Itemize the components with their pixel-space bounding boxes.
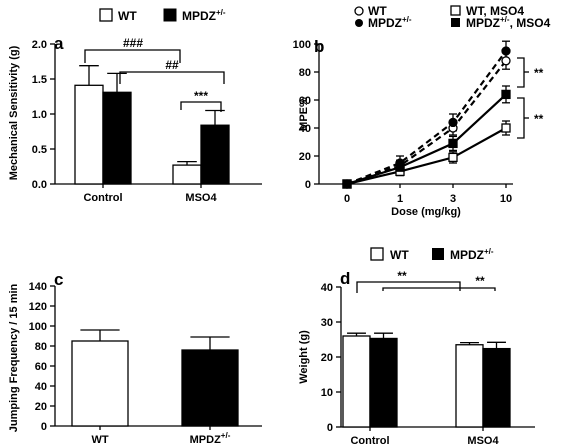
b-y-axis-label: MPE% bbox=[298, 97, 310, 131]
a-sig-1: ### bbox=[123, 36, 143, 50]
pb-x-tick-label: 0 bbox=[344, 193, 350, 205]
b-legend: WT MPDZ+/- WT, MSO4 MPDZ+/-, MSO4 bbox=[354, 4, 551, 30]
b-legend-wt-mso4: WT, MSO4 bbox=[466, 4, 524, 18]
panel-c: c 0 20 40 60 80 100 120 140 WT MPDZ+/- Jumping Fr… bbox=[8, 270, 262, 446]
pd-y-tick-label: 40 bbox=[321, 282, 333, 294]
d-legend-label-mpdz: MPDZ+/- bbox=[450, 247, 494, 262]
d-brackets bbox=[356, 281, 496, 293]
pc-y-tick-label: 100 bbox=[29, 321, 47, 333]
pc-y-tick-label: 60 bbox=[35, 361, 47, 373]
panel-b: WT MPDZ+/- WT, MSO4 MPDZ+/-, MSO4 b 0204… bbox=[293, 4, 551, 218]
b-legend-mpdz: MPDZ+/- bbox=[368, 15, 412, 30]
pd-y-tick-label: 10 bbox=[321, 387, 333, 399]
pb-y-tick-label: 60 bbox=[299, 95, 311, 107]
pd-bar-control-mpdz bbox=[369, 337, 398, 428]
panel-label-a: a bbox=[54, 34, 64, 53]
b-lines bbox=[342, 40, 511, 189]
pb-x-tick-label: 10 bbox=[500, 193, 512, 205]
pb-point-wt-mso4 bbox=[448, 152, 458, 163]
pd-x-tick-label: Control bbox=[350, 435, 389, 447]
pc-bar-mpdz-wt bbox=[181, 349, 239, 427]
b-axes: 0 20 40 60 80 100 0 1 3 10 bbox=[293, 39, 513, 205]
d-legend-swatch-wt bbox=[370, 247, 384, 261]
pc-y-tick-label: 140 bbox=[29, 281, 47, 293]
c-bars bbox=[71, 329, 239, 427]
pb-y-tick-label: 80 bbox=[299, 67, 311, 79]
pb-y-tick-label: 40 bbox=[299, 123, 311, 135]
pc-y-tick-label: 120 bbox=[29, 301, 47, 313]
pa-bar-control-wt bbox=[74, 84, 104, 185]
pa-bar-control-mpdz bbox=[102, 91, 132, 185]
a-sig-2: ## bbox=[165, 58, 179, 72]
b-sig-1: ** bbox=[534, 66, 544, 80]
pa-bar-mso4-mpdz bbox=[200, 124, 230, 185]
legend-label-mpdz: MPDZ+/- bbox=[182, 8, 226, 23]
b-brackets bbox=[517, 57, 529, 139]
pd-y-tick-label: 30 bbox=[321, 317, 333, 329]
d-y-axis-label: Weight (g) bbox=[298, 330, 310, 384]
a-y-axis-label: Mechanical Sensitivity (g) bbox=[8, 45, 20, 180]
d-legend-swatch-mpdz bbox=[432, 248, 444, 260]
pc-y-tick-label: 20 bbox=[35, 401, 47, 413]
legend-swatch-wt bbox=[99, 8, 113, 22]
pc-y-tick-label: 0 bbox=[41, 421, 47, 433]
pc-bar-wt-wt bbox=[71, 340, 129, 427]
d-sig-1: ** bbox=[397, 269, 407, 283]
pa-bar-mso4-wt bbox=[172, 164, 202, 185]
pb-y-tick-label: 20 bbox=[299, 151, 311, 163]
b-legend-mpdz-mso4: MPDZ+/-, MSO4 bbox=[466, 15, 551, 30]
pb-point-mpdz bbox=[448, 117, 458, 128]
pc-x-tick-label: MPDZ+/- bbox=[190, 431, 231, 446]
pb-line-mpdz-mso4 bbox=[346, 93, 507, 186]
pd-x-tick-label: MSO4 bbox=[467, 435, 499, 447]
pd-bar-mso4-mpdz bbox=[482, 347, 511, 428]
pb-line-wt-mso4 bbox=[346, 127, 507, 186]
pd-bar-mso4-wt bbox=[455, 344, 484, 428]
pa-y-tick-label: 0.0 bbox=[32, 179, 47, 191]
pa-y-tick-label: 1.5 bbox=[32, 74, 47, 86]
pa-x-tick-label: MSO4 bbox=[185, 192, 217, 204]
pb-x-tick-label: 1 bbox=[397, 193, 403, 205]
pb-point-mpdz-mso4 bbox=[342, 179, 352, 189]
pa-y-tick-label: 0.5 bbox=[32, 144, 47, 156]
d-bars bbox=[342, 332, 511, 428]
pa-y-tick-label: 1.0 bbox=[32, 109, 47, 121]
pb-point-mpdz bbox=[501, 46, 511, 56]
pc-x-tick-label: WT bbox=[91, 434, 108, 446]
pa-y-tick-label: 2.0 bbox=[32, 39, 47, 51]
legend-label-wt: WT bbox=[118, 9, 137, 23]
pb-y-tick-label: 100 bbox=[293, 39, 311, 51]
pb-line-wt bbox=[346, 60, 507, 186]
panel-label-d: d bbox=[340, 269, 350, 288]
pb-point-mpdz-mso4 bbox=[395, 162, 405, 172]
pb-x-tick-label: 3 bbox=[450, 193, 456, 205]
a-axes: 0.0 0.5 1.0 1.5 2.0 Control MSO4 bbox=[32, 39, 262, 204]
legend-swatch-mpdz bbox=[163, 8, 177, 22]
pd-bar-control-wt bbox=[342, 335, 371, 428]
panel-label-c: c bbox=[54, 270, 63, 289]
a-sig-3: *** bbox=[194, 89, 208, 103]
pd-y-tick-label: 0 bbox=[327, 422, 333, 434]
panel-d: WT MPDZ+/- d 0 10 20 30 40 Control MSO4 Weight… bbox=[298, 247, 535, 447]
pa-x-tick-label: Control bbox=[83, 192, 122, 204]
pd-y-tick-label: 20 bbox=[321, 352, 333, 364]
pb-point-wt-mso4 bbox=[501, 123, 511, 133]
pb-point-mpdz-mso4 bbox=[448, 138, 458, 149]
d-sig-2: ** bbox=[475, 274, 485, 288]
pb-y-tick-label: 0 bbox=[305, 179, 311, 191]
b-sig-2: ** bbox=[534, 112, 544, 126]
pb-point-mpdz-mso4 bbox=[501, 89, 511, 100]
pc-y-tick-label: 80 bbox=[35, 341, 47, 353]
d-legend-label-wt: WT bbox=[390, 248, 409, 262]
pb-line-mpdz bbox=[346, 50, 507, 186]
a-bars bbox=[74, 65, 230, 185]
b-x-axis-label: Dose (mg/kg) bbox=[391, 206, 461, 218]
pb-point-wt bbox=[501, 56, 511, 66]
b-legend-wt: WT bbox=[368, 4, 387, 18]
a-brackets bbox=[84, 49, 225, 112]
pc-y-tick-label: 40 bbox=[35, 381, 47, 393]
c-y-axis-label: Jumping Frequency / 15 min bbox=[8, 283, 20, 432]
